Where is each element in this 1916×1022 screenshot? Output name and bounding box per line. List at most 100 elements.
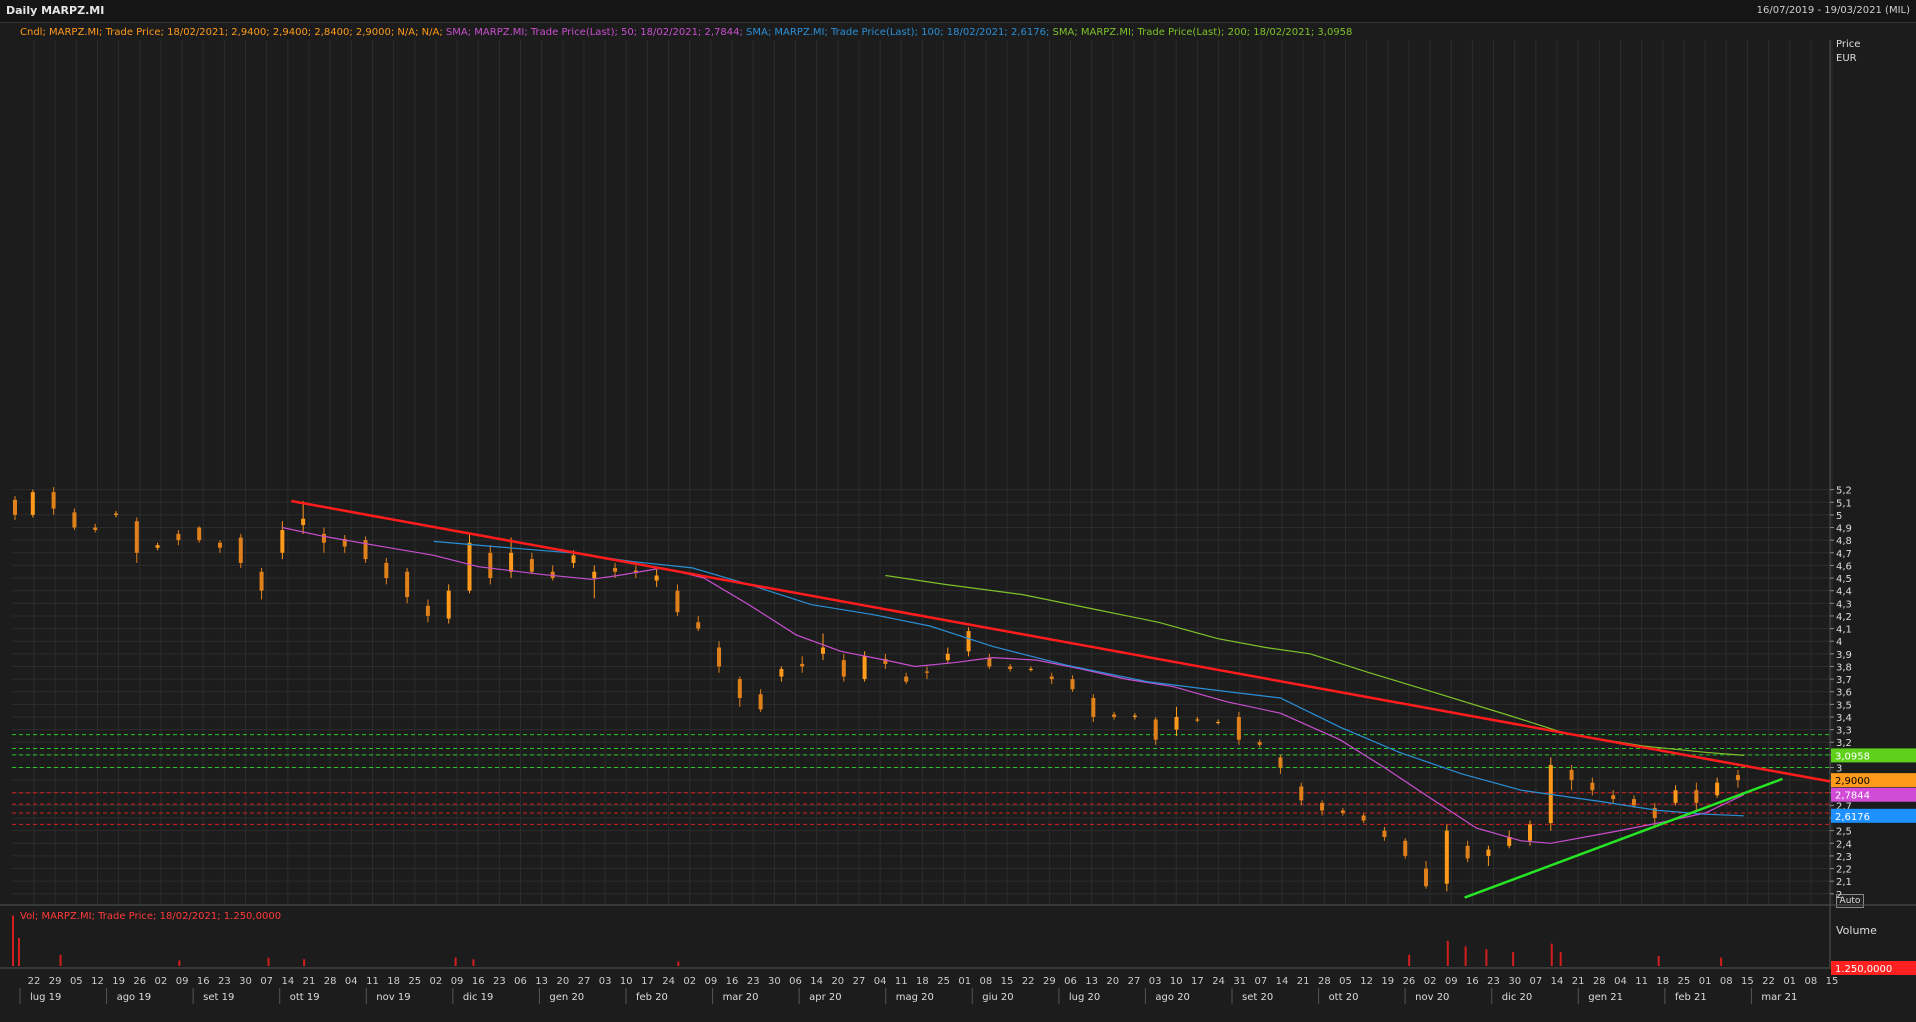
x-day-label: 15 — [1741, 976, 1754, 987]
candle-body — [592, 571, 597, 579]
y-tick-label: 3,6 — [1836, 688, 1852, 699]
candle-body — [1444, 830, 1449, 884]
x-day-label: 09 — [176, 976, 189, 987]
x-day-label: 23 — [218, 976, 231, 987]
y-tick-label: 2,7 — [1836, 801, 1852, 812]
candle-body — [342, 538, 347, 547]
x-day-label: 02 — [1424, 976, 1437, 987]
price-badge — [1831, 961, 1916, 975]
candle-body — [1320, 802, 1325, 811]
candle-body — [280, 530, 285, 553]
x-day-label: 11 — [366, 976, 379, 987]
price-badge-label: 2,7844 — [1835, 791, 1870, 802]
x-month-label: dic 20 — [1502, 992, 1533, 1003]
volume-bar — [1720, 957, 1723, 966]
x-day-label: 19 — [1381, 976, 1394, 987]
price-badge — [1831, 787, 1916, 802]
price-badge — [1831, 748, 1916, 763]
candle-body — [1424, 868, 1429, 887]
x-day-label: 08 — [1720, 976, 1733, 987]
volume-bar — [303, 959, 306, 966]
candle-body — [821, 647, 825, 654]
x-day-label: 10 — [620, 976, 633, 987]
x-day-label: 09 — [705, 976, 718, 987]
candle-body — [134, 521, 139, 553]
y-tick-label: 3,5 — [1836, 700, 1852, 711]
uptrend-line — [1464, 777, 1783, 899]
candle-body — [1299, 786, 1304, 801]
x-day-label: 22 — [1022, 976, 1035, 987]
x-day-label: 24 — [662, 976, 675, 987]
x-day-label: 13 — [535, 976, 548, 987]
x-day-label: 04 — [1614, 976, 1627, 987]
x-month-label: giu 20 — [982, 992, 1013, 1003]
price-badge — [1831, 808, 1916, 823]
x-day-label: 23 — [747, 976, 760, 987]
y-tick-label: 2,2 — [1836, 865, 1852, 876]
candle-body — [238, 537, 243, 563]
candle-body — [654, 575, 659, 581]
candle-body — [883, 658, 888, 664]
candle-body — [1070, 679, 1075, 690]
legend-sma100: SMA; MARPZ.MI; Trade Price(Last); 100; 1… — [746, 27, 1050, 38]
price-badge-label: 2,9000 — [1835, 776, 1870, 787]
x-day-label: 02 — [155, 976, 168, 987]
candle-body — [51, 492, 56, 509]
volume-bar — [12, 915, 14, 966]
candle-body — [321, 533, 326, 543]
candle-body — [779, 668, 784, 677]
candle-body — [1735, 775, 1740, 781]
candle-body — [675, 590, 680, 613]
x-day-label: 18 — [916, 976, 929, 987]
price-badge-label: 1.250,0000 — [1835, 964, 1892, 975]
x-month-label: ott 19 — [290, 992, 320, 1003]
volume-bar — [1408, 954, 1411, 966]
x-month-label: set 20 — [1242, 992, 1273, 1003]
x-month-label: dic 19 — [463, 992, 494, 1003]
x-day-label: 13 — [1085, 976, 1098, 987]
candle-body — [1486, 849, 1491, 856]
candle-body — [446, 590, 451, 619]
candle-body — [987, 657, 992, 667]
x-day-label: 06 — [789, 976, 802, 987]
y-tick-label: 3,3 — [1836, 726, 1852, 737]
x-day-label: 23 — [1487, 976, 1500, 987]
candle-body — [405, 571, 410, 597]
x-day-label: 01 — [1699, 976, 1712, 987]
candle-body — [1195, 719, 1200, 721]
volume-bar — [1464, 946, 1467, 966]
y-tick-label: 2,3 — [1836, 852, 1852, 863]
x-day-label: 05 — [1339, 976, 1352, 987]
x-day-label: 30 — [1508, 976, 1521, 987]
candle-body — [1611, 795, 1616, 800]
x-month-label: nov 19 — [376, 992, 410, 1003]
volume-bar — [178, 960, 181, 966]
y-tick-label: 4 — [1836, 637, 1842, 648]
x-day-label: 01 — [958, 976, 971, 987]
volume-bar — [1657, 955, 1660, 966]
volume-bar — [1550, 943, 1553, 966]
x-day-label: 21 — [303, 976, 316, 987]
candle-body — [425, 605, 430, 616]
price-badge-label: 3,0958 — [1835, 751, 1870, 762]
x-day-label: 11 — [895, 976, 908, 987]
x-day-label: 26 — [133, 976, 146, 987]
y-tick-label: 3 — [1836, 764, 1842, 775]
y-tick-label: 4,5 — [1836, 574, 1852, 585]
y-tick-label: 4,7 — [1836, 549, 1852, 560]
candle-body — [1257, 742, 1262, 745]
x-day-label: 27 — [578, 976, 591, 987]
volume-legend: Vol; MARPZ.MI; Trade Price; 18/02/2021; … — [20, 911, 282, 922]
x-day-label: 14 — [1276, 976, 1289, 987]
x-day-label: 07 — [260, 976, 273, 987]
x-day-label: 16 — [472, 976, 485, 987]
y-tick-label: 5,1 — [1836, 498, 1852, 509]
candle-body — [758, 694, 763, 710]
x-day-label: 14 — [1551, 976, 1564, 987]
y-tick-label: 4,4 — [1836, 587, 1852, 598]
x-day-label: 30 — [239, 976, 252, 987]
x-day-label: 06 — [514, 976, 527, 987]
x-day-label: 01 — [1783, 976, 1796, 987]
x-day-label: 29 — [1043, 976, 1056, 987]
x-month-label: mar 21 — [1761, 992, 1797, 1003]
